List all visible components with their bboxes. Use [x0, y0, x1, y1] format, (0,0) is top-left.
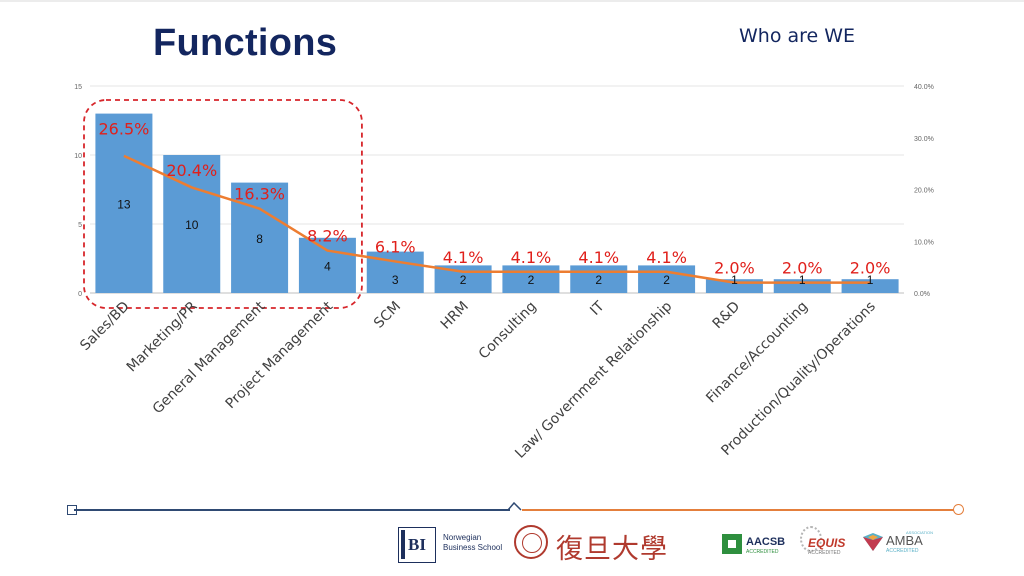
bar	[298, 237, 356, 293]
amba-sub: ACCREDITED	[886, 548, 919, 554]
bi-name-line2: Business School	[443, 543, 503, 552]
y-tick-label: 15	[74, 84, 82, 91]
percent-label: 16.3%	[234, 185, 285, 204]
bar-value-label: 1	[867, 273, 874, 287]
category-label: HRM	[438, 299, 472, 333]
aacsb-wordmark: AACSB ACCREDITED	[746, 537, 785, 557]
bar-value-label: 3	[392, 273, 399, 287]
bar-value-label: 4	[324, 259, 331, 273]
bar	[638, 265, 696, 293]
percent-label: 8.2%	[307, 227, 348, 246]
equis-ring-icon	[800, 526, 822, 552]
percent-label: 4.1%	[511, 248, 552, 267]
category-label: Production/Quality/Operations	[718, 299, 878, 459]
bar-value-label: 2	[460, 273, 467, 287]
bar	[231, 182, 289, 293]
y-tick-label: 0	[78, 291, 82, 298]
percent-label: 6.1%	[375, 237, 416, 256]
percent-label: 20.4%	[166, 161, 217, 180]
footer-end-circle	[953, 504, 964, 515]
category-label: Consulting	[476, 299, 540, 363]
percent-label: 4.1%	[443, 248, 484, 267]
category-label: General Management	[150, 298, 269, 417]
percent-label: 26.5%	[99, 120, 150, 139]
slide-subtitle: Who are WE	[739, 25, 856, 47]
aacsb-sub: ACCREDITED	[746, 549, 779, 555]
amba-diamond-icon	[863, 533, 883, 551]
category-label: Marketing/PR	[124, 298, 201, 375]
footer-line-right	[522, 509, 954, 511]
bi-logo-mark: BI	[408, 535, 426, 554]
equis-wordmark: EQUIS ACCREDITED	[808, 536, 846, 558]
fudan-wordmark: 復旦大學	[556, 534, 668, 565]
footer-line-left	[74, 509, 510, 511]
aacsb-name: AACSB	[746, 536, 786, 548]
fudan-seal-icon	[514, 525, 548, 559]
category-label: SCM	[371, 299, 404, 332]
bi-school-name: Norwegian Business School	[443, 533, 502, 553]
y2-tick-label: 40.0%	[914, 84, 934, 91]
amba-wordmark: AMBA ACCREDITED	[886, 533, 923, 556]
category-label: Law/ Government Relationship	[512, 298, 675, 461]
top-rule	[0, 0, 1024, 2]
y-tick-label: 10	[74, 153, 82, 160]
bar-value-label: 1	[731, 273, 738, 287]
bar-value-label: 10	[185, 218, 199, 232]
category-label: Sales/BD	[77, 299, 132, 354]
category-label: R&D	[710, 299, 744, 333]
y2-tick-label: 20.0%	[914, 188, 934, 195]
slide-title: Functions	[153, 22, 338, 64]
bar	[502, 265, 560, 293]
y2-tick-label: 0.0%	[914, 291, 930, 298]
bar-value-label: 1	[799, 273, 806, 287]
percent-label: 2.0%	[714, 259, 755, 278]
bi-name-line1: Norwegian	[443, 533, 482, 542]
percent-line	[123, 154, 871, 284]
percent-label: 4.1%	[646, 248, 687, 267]
aacsb-logo-icon	[722, 534, 742, 554]
bar	[570, 265, 628, 293]
bar-value-label: 8	[256, 232, 263, 246]
percent-label: 2.0%	[782, 259, 823, 278]
bi-logo: BI	[398, 527, 436, 563]
y2-tick-label: 30.0%	[914, 136, 934, 143]
functions-pareto-chart: 0 5 10 15 0.0% 10.0% 20.0% 30.0% 40.0% 13 10 8 4 3 2 2 2…	[74, 84, 934, 462]
bar-value-label: 2	[528, 273, 535, 287]
amba-association: ASSOCIATION	[906, 530, 934, 535]
footer-chevron-icon	[507, 502, 522, 511]
bar-value-label: 2	[663, 273, 670, 287]
equis-name: EQUIS	[808, 536, 846, 550]
percent-label: 2.0%	[850, 259, 891, 278]
percent-label: 4.1%	[578, 248, 619, 267]
y-tick-label: 5	[78, 222, 82, 229]
bar	[95, 113, 153, 293]
amba-name: AMBA	[886, 533, 923, 548]
category-label: IT	[587, 298, 608, 319]
bar-value-label: 13	[117, 197, 131, 211]
equis-sub: ACCREDITED	[808, 550, 841, 556]
y2-tick-label: 10.0%	[914, 239, 934, 246]
bar-value-label: 2	[595, 273, 602, 287]
